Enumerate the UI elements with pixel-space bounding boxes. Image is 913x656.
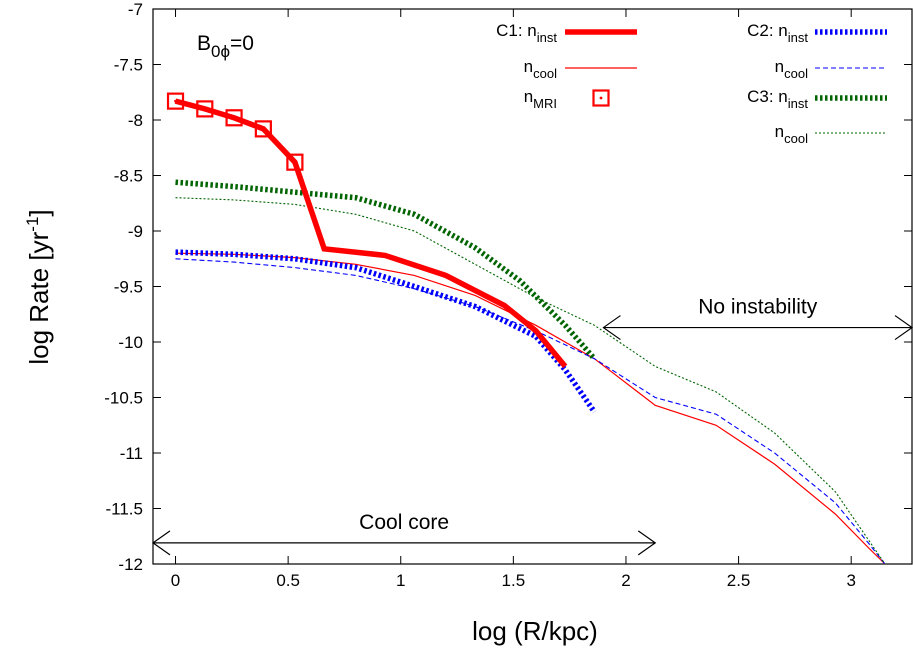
mri-marker (196, 100, 214, 118)
x-tick-label: 0 (171, 571, 180, 590)
y-tick-label: -10.5 (104, 389, 143, 408)
y-tick-label: -9.5 (114, 278, 143, 297)
y-tick-label: -8 (128, 111, 143, 130)
x-tick-label: 1 (396, 571, 405, 590)
legend-label-c3-n-cool: ncool (775, 122, 808, 146)
mri-marker-dot (293, 160, 297, 164)
x-tick-label: 2 (621, 571, 630, 590)
legend-marker-mri-dot (599, 96, 603, 100)
cool-core-arrowhead-left (151, 530, 171, 556)
legend-label-c2-n-cool: ncool (775, 57, 808, 81)
legend-marker-mri (592, 89, 610, 107)
no-instability-arrowhead-right (894, 315, 913, 341)
y-tick-label: -11.5 (106, 500, 144, 519)
legend-label-c1-n-cool: ncool (524, 57, 557, 81)
legend-label-c1-n-mri: nMRI (524, 87, 557, 111)
series-line-c3-n-inst (175, 179, 597, 361)
y-tick-label: -11 (120, 444, 143, 463)
cool-core-label: Cool core (359, 511, 449, 534)
no-instability-label: No instability (698, 296, 818, 319)
mri-marker-dot (261, 127, 265, 131)
mri-marker (254, 120, 272, 138)
mri-marker-dot (203, 107, 207, 111)
series-line-c1-n-inst (174, 98, 568, 369)
x-tick-label: 2.5 (727, 571, 751, 590)
series-line-c2-n-inst (175, 249, 597, 414)
y-tick-label: -8.5 (114, 167, 143, 186)
cool-core-arrowhead-right (637, 530, 657, 556)
mri-marker-dot (174, 99, 177, 103)
mri-marker (166, 92, 185, 110)
legend-label-c3-n-inst: C3: ninst (747, 87, 808, 111)
mri-marker (286, 153, 304, 171)
legend-label-c1-n-inst: C1: ninst (496, 21, 557, 45)
y-tick-label: -7.5 (114, 56, 143, 75)
y-tick-label: -10 (118, 333, 143, 352)
y-tick-label: -12 (118, 555, 143, 574)
series-line-c1-n-cool (175, 252, 886, 565)
series-line-c3-n-cool (175, 197, 886, 565)
mri-marker-dot (232, 116, 236, 120)
x-tick-label: 3 (846, 571, 855, 590)
series-line-c2-n-cool (175, 258, 886, 565)
y-axis-title: log Rate [yr-1] (23, 209, 54, 364)
legend-label-c2-n-inst: C2: ninst (747, 21, 808, 45)
y-tick-label: -9 (128, 222, 143, 241)
panel-label: B0ϕ=0 (197, 32, 254, 61)
x-axis-title: log (R/kpc) (472, 616, 598, 646)
no-instability-arrowhead-left (602, 315, 621, 341)
x-tick-label: 0.5 (276, 571, 300, 590)
mri-marker (225, 109, 243, 127)
y-tick-label: -7 (128, 0, 143, 19)
x-tick-label: 1.5 (502, 571, 526, 590)
